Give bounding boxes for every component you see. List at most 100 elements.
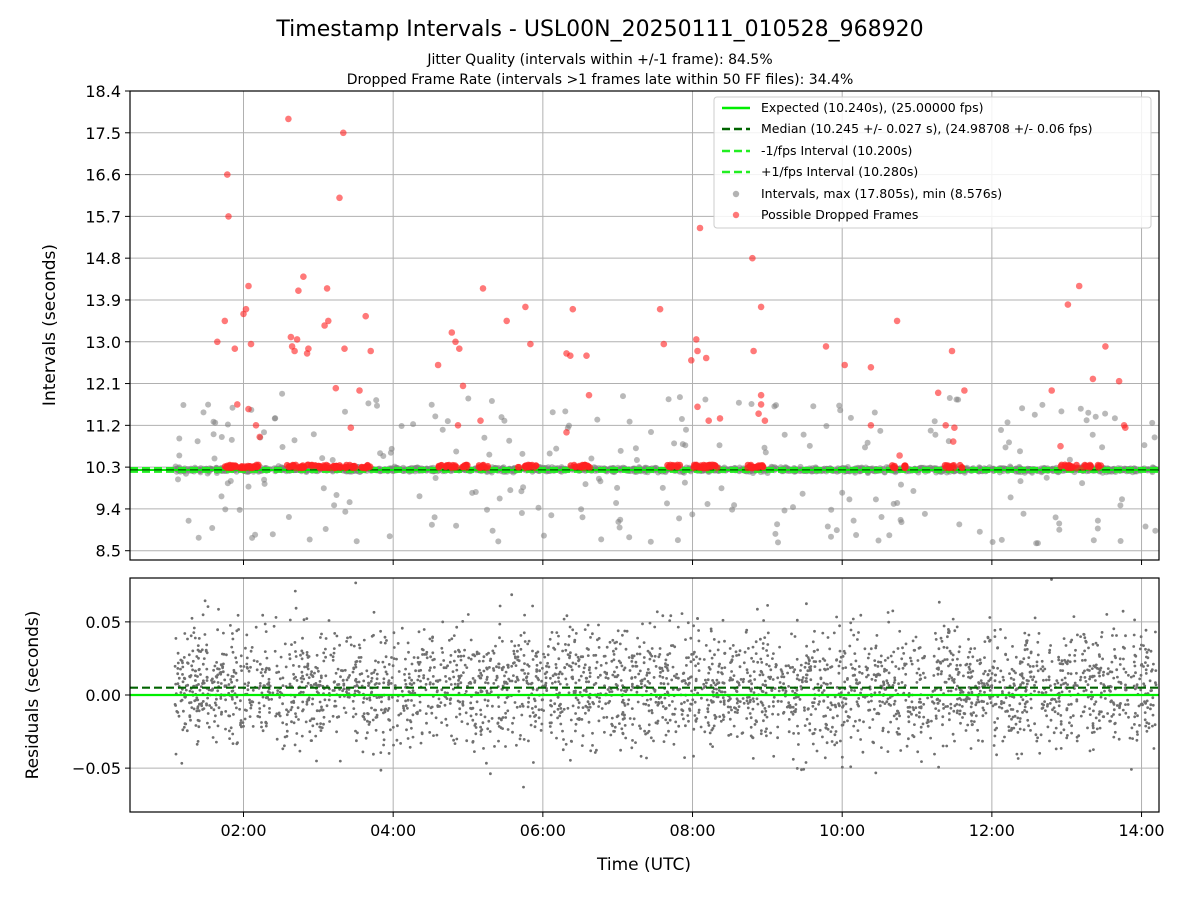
residual-point xyxy=(616,714,620,718)
residual-point xyxy=(586,654,590,657)
residual-point xyxy=(742,677,745,681)
residual-point xyxy=(795,767,799,770)
residual-point xyxy=(450,734,453,738)
dropped-frame-point xyxy=(700,464,708,472)
residual-point xyxy=(749,716,753,720)
dropped-frame-point xyxy=(477,463,485,471)
residual-point xyxy=(540,698,544,702)
residual-point xyxy=(444,675,447,678)
interval-point xyxy=(1058,408,1065,415)
interval-point xyxy=(428,401,435,408)
residual-point xyxy=(1148,679,1152,683)
residual-point xyxy=(728,678,732,682)
residual-point xyxy=(277,670,281,674)
interval-point xyxy=(626,534,633,541)
residual-point xyxy=(313,671,316,675)
residual-point xyxy=(592,702,595,706)
residual-point xyxy=(871,740,875,744)
residual-point xyxy=(1099,666,1103,670)
residual-point xyxy=(277,711,281,715)
residual-point xyxy=(759,657,763,661)
residual-point xyxy=(956,657,959,661)
residual-point xyxy=(557,657,561,661)
residual-point xyxy=(670,678,674,682)
residual-point xyxy=(362,638,366,642)
residual-point xyxy=(290,643,293,646)
interval-point xyxy=(702,396,709,403)
interval-point xyxy=(432,475,439,481)
residual-point xyxy=(576,698,580,702)
residual-point xyxy=(1112,713,1115,716)
legend-median-label: Median (10.245 +/- 0.027 s), (24.98708 +… xyxy=(761,121,1092,136)
residual-point xyxy=(1009,708,1013,711)
residual-point xyxy=(183,722,187,726)
residual-point xyxy=(564,648,568,652)
residual-point xyxy=(826,682,829,686)
dropped-frame-point xyxy=(693,336,700,343)
residual-point xyxy=(1064,661,1068,664)
residual-point xyxy=(899,749,903,752)
residual-point xyxy=(680,612,684,615)
residual-point xyxy=(649,736,653,740)
intervals-ytick-label: 17.5 xyxy=(85,124,121,143)
dropped-frame-point xyxy=(1102,343,1109,350)
residual-point xyxy=(942,645,946,649)
residual-point xyxy=(736,680,739,684)
residual-point xyxy=(623,629,627,633)
residual-point xyxy=(705,681,708,685)
residual-point xyxy=(305,665,309,669)
interval-point xyxy=(1007,494,1014,501)
residual-point xyxy=(1113,730,1117,734)
residual-point xyxy=(986,635,990,639)
residual-point xyxy=(1066,734,1069,737)
residual-point xyxy=(748,712,752,715)
residual-point xyxy=(1070,638,1074,642)
interval-point xyxy=(704,501,711,507)
residual-point xyxy=(586,700,590,704)
residual-point xyxy=(937,647,941,651)
residual-point xyxy=(375,672,379,676)
residual-point xyxy=(1059,669,1062,672)
residual-point xyxy=(704,715,708,719)
residual-point xyxy=(932,674,936,677)
residual-point xyxy=(408,690,411,694)
residual-point xyxy=(874,771,878,775)
dropped-frame-point xyxy=(293,336,301,343)
residual-point xyxy=(993,635,997,638)
residual-point xyxy=(537,678,540,682)
residual-point xyxy=(1150,668,1154,672)
interval-point xyxy=(898,481,904,488)
residual-point xyxy=(670,644,673,647)
residual-point xyxy=(654,700,658,704)
residual-point xyxy=(332,680,336,684)
residual-point xyxy=(301,674,304,678)
residual-point xyxy=(553,702,557,706)
residual-point xyxy=(648,621,652,625)
residual-point xyxy=(583,628,587,631)
residual-point xyxy=(526,672,530,675)
intervals-ytick-label: 16.6 xyxy=(85,166,121,185)
residual-point xyxy=(1018,720,1022,723)
interval-point xyxy=(224,480,231,487)
residual-point xyxy=(430,639,434,643)
residual-point xyxy=(505,688,509,692)
dropped-frame-point xyxy=(214,338,221,346)
residual-point xyxy=(260,721,263,724)
residual-point xyxy=(1049,684,1052,688)
residual-point xyxy=(988,689,992,692)
residual-point xyxy=(660,701,664,705)
residual-point xyxy=(1142,644,1145,647)
residual-point xyxy=(428,637,432,641)
residual-point xyxy=(883,702,887,705)
interval-point xyxy=(683,426,689,433)
residual-point xyxy=(658,667,662,670)
dropped-frame-point xyxy=(456,345,463,353)
residual-point xyxy=(491,649,495,653)
residual-point xyxy=(635,690,639,694)
residual-point xyxy=(791,757,795,761)
residual-point xyxy=(557,680,561,683)
residual-point xyxy=(825,663,829,667)
interval-point xyxy=(588,455,595,462)
residual-point xyxy=(754,652,758,655)
